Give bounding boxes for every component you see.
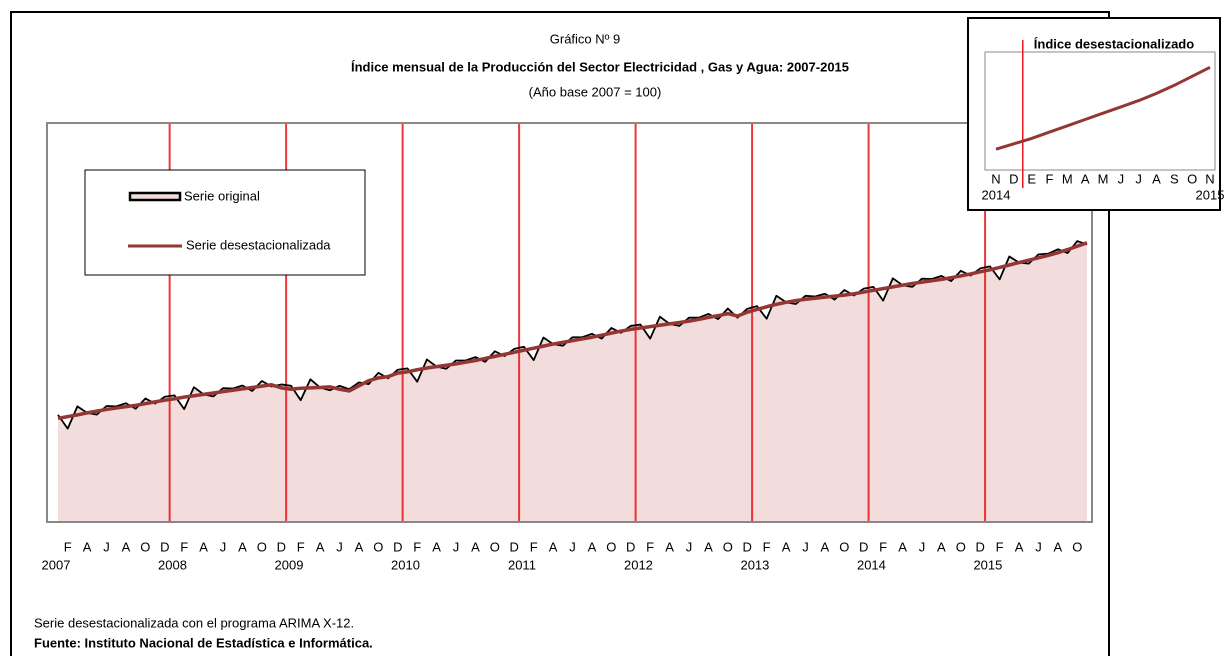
year-label: 2008 [158,557,187,572]
x-tick-label: O [1187,171,1197,186]
x-tick-label: O [956,539,966,554]
x-tick-label: F [413,539,421,554]
x-tick-label: E [1027,171,1036,186]
x-tick-label: A [432,539,441,554]
x-tick-label: J [336,539,343,554]
x-tick-label: J [686,539,693,554]
x-tick-label: D [976,539,985,554]
x-tick-label: A [704,539,713,554]
x-tick-label: J [220,539,227,554]
x-tick-label: A [122,539,131,554]
x-tick-label: N [991,171,1000,186]
x-tick-label: J [453,539,460,554]
x-tick-label: F [879,539,887,554]
inset-plot [984,51,1216,171]
x-tick-label: F [1046,171,1054,186]
x-tick-label: D [160,539,169,554]
x-tick-label: F [996,539,1004,554]
x-tick-label: D [626,539,635,554]
x-tick-label: J [919,539,926,554]
year-label: 2011 [508,557,536,572]
x-tick-label: O [490,539,500,554]
super-title: Gráfico Nº 9 [550,31,621,46]
legend-swatch [128,191,182,202]
x-tick-label: O [606,539,616,554]
x-tick-label: D [510,539,519,554]
year-label: 2013 [740,557,769,572]
x-tick-label: J [1035,539,1042,554]
area [58,241,1087,521]
series-line [995,65,1211,151]
x-tick-label: F [64,539,72,554]
x-tick-label: F [297,539,305,554]
x-tick-label: F [180,539,188,554]
x-tick-label: A [1054,539,1063,554]
legend-label: Serie original [184,188,260,203]
x-tick-label: M [1098,171,1109,186]
year-label: 2014 [857,557,886,572]
x-tick-label: S [1170,171,1179,186]
series-line [57,241,1088,421]
legend-label: Serie desestacionalizada [186,237,331,252]
note: Serie desestacionalizada con el programa… [34,615,354,630]
inset-title: Índice desestacionalizado [1034,36,1194,51]
x-tick-label: A [355,539,364,554]
x-tick-label: F [763,539,771,554]
x-tick-label: A [1152,171,1161,186]
x-tick-label: F [646,539,654,554]
x-tick-label: D [859,539,868,554]
x-tick-label: J [1118,171,1125,186]
legend [84,169,366,276]
year-label: 2012 [624,557,653,572]
year-label: 2010 [391,557,420,572]
x-tick-label: A [665,539,674,554]
x-tick-label: A [199,539,208,554]
x-tick-label: D [743,539,752,554]
chart-title: Índice mensual de la Producción del Sect… [351,59,849,74]
x-tick-label: J [569,539,576,554]
x-tick-label: A [588,539,597,554]
x-tick-label: A [316,539,325,554]
x-tick-label: A [549,539,558,554]
x-tick-label: F [530,539,538,554]
year-label: 2015 [973,557,1002,572]
x-tick-label: A [83,539,92,554]
x-tick-label: J [802,539,809,554]
year-label: 2014 [982,187,1011,202]
x-tick-label: O [1072,539,1082,554]
x-tick-label: D [393,539,402,554]
note: Fuente: Instituto Nacional de Estadístic… [34,635,373,650]
x-tick-label: A [898,539,907,554]
subtitle: (Año base 2007 = 100) [529,84,662,99]
x-tick-label: A [821,539,830,554]
x-tick-label: J [103,539,110,554]
x-tick-label: D [277,539,286,554]
x-tick-label: A [937,539,946,554]
x-tick-label: O [723,539,733,554]
year-label: 2009 [275,557,304,572]
x-tick-label: A [471,539,480,554]
x-tick-label: A [782,539,791,554]
x-tick-label: A [1015,539,1024,554]
x-tick-label: O [839,539,849,554]
year-label: 2015 [1196,187,1225,202]
x-tick-label: O [140,539,150,554]
x-tick-label: A [238,539,247,554]
x-tick-label: N [1205,171,1214,186]
x-tick-label: M [1062,171,1073,186]
x-tick-label: J [1135,171,1142,186]
x-tick-label: D [1009,171,1018,186]
x-tick-label: A [1081,171,1090,186]
x-tick-label: O [257,539,267,554]
year-label: 2007 [42,557,71,572]
x-tick-label: O [373,539,383,554]
